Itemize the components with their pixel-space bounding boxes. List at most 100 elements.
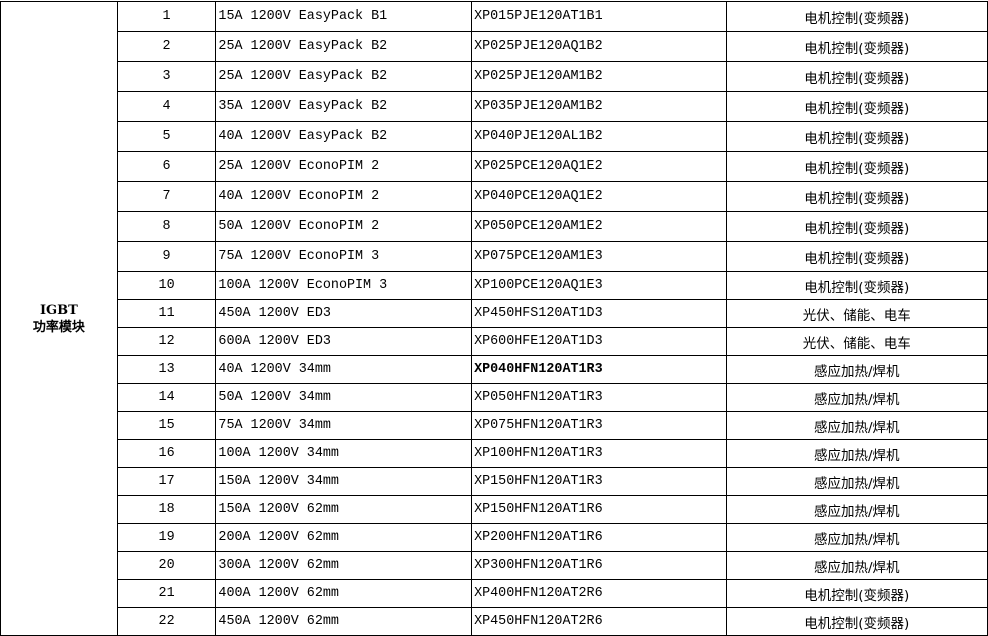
application-cell: 电机控制(变频器) xyxy=(725,211,988,242)
model-spec-cell: 25A 1200V EasyPack B2 xyxy=(215,31,473,62)
row-number-cell: 20 xyxy=(116,551,217,580)
part-number-cell: XP050HFN120AT1R3 xyxy=(471,383,727,412)
table-row: 3 25A 1200V EasyPack B2 XP025PJE120AM1B2 电机… xyxy=(1,61,988,92)
part-number-cell: XP100PCE120AQ1E3 xyxy=(471,271,727,300)
part-number-cell: XP150HFN120AT1R6 xyxy=(471,495,727,524)
application-cell: 电机控制(变频器) xyxy=(725,61,988,92)
row-number-cell: 2 xyxy=(116,31,217,62)
application-cell: 电机控制(变频器) xyxy=(725,241,988,272)
model-spec-cell: 25A 1200V EasyPack B2 xyxy=(215,61,473,92)
row-number-cell: 14 xyxy=(116,383,217,412)
part-number-cell: XP040PCE120AQ1E2 xyxy=(471,181,727,212)
application-cell: 感应加热/焊机 xyxy=(725,551,988,580)
category-line1: IGBT xyxy=(39,302,78,318)
row-number-cell: 15 xyxy=(116,411,217,440)
table-row: 17 150A 1200V 34mm XP150HFN120AT1R3 感应加热/焊机 xyxy=(1,467,988,496)
row-number-cell: 8 xyxy=(116,211,217,242)
part-number-cell: XP150HFN120AT1R3 xyxy=(471,467,727,496)
part-number-cell: XP075HFN120AT1R3 xyxy=(471,411,727,440)
table-row: 6 25A 1200V EconoPIM 2 XP025PCE120AQ1E2 电机控… xyxy=(1,151,988,182)
model-spec-cell: 600A 1200V ED3 xyxy=(215,327,473,356)
table-row: 12 600A 1200V ED3 XP600HFE120AT1D3 光伏、储能、电车 xyxy=(1,327,988,356)
application-cell: 电机控制(变频器) xyxy=(725,271,988,300)
table-row: 18 150A 1200V 62mm XP150HFN120AT1R6 感应加热/焊机 xyxy=(1,495,988,524)
table-row: 19 200A 1200V 62mm XP200HFN120AT1R6 感应加热/焊机 xyxy=(1,523,988,552)
application-cell: 电机控制(变频器) xyxy=(725,181,988,212)
application-cell: 电机控制(变频器) xyxy=(725,31,988,62)
row-number-cell: 6 xyxy=(116,151,217,182)
model-spec-cell: 150A 1200V 34mm xyxy=(215,467,473,496)
part-number-cell: XP400HFN120AT2R6 xyxy=(471,579,727,608)
application-cell: 电机控制(变频器) xyxy=(725,91,988,122)
application-cell: 光伏、储能、电车 xyxy=(725,327,988,356)
model-spec-cell: 400A 1200V 62mm xyxy=(215,579,473,608)
table-row: 11 450A 1200V ED3 XP450HFS120AT1D3 光伏、储能、电车 xyxy=(1,299,988,328)
model-spec-cell: 200A 1200V 62mm xyxy=(215,523,473,552)
model-spec-cell: 15A 1200V EasyPack B1 xyxy=(215,1,473,32)
table-row: 10 100A 1200V EconoPIM 3 XP100PCE120AQ1E3 电… xyxy=(1,271,988,300)
table-row: 13 40A 1200V 34mm XP040HFN120AT1R3 感应加热/焊机 xyxy=(1,355,988,384)
part-number-cell: XP075PCE120AM1E3 xyxy=(471,241,727,272)
table-row: 14 50A 1200V 34mm XP050HFN120AT1R3 感应加热/焊机 xyxy=(1,383,988,412)
row-number-cell: 1 xyxy=(116,1,217,32)
category-line2: 功率模块 xyxy=(32,319,85,335)
model-spec-cell: 100A 1200V 34mm xyxy=(215,439,473,468)
application-cell: 感应加热/焊机 xyxy=(725,383,988,412)
model-spec-cell: 300A 1200V 62mm xyxy=(215,551,473,580)
application-cell: 感应加热/焊机 xyxy=(725,411,988,440)
row-number-cell: 11 xyxy=(116,299,217,328)
part-number-cell: XP040PJE120AL1B2 xyxy=(471,121,727,152)
application-cell: 感应加热/焊机 xyxy=(725,355,988,384)
part-number-cell: XP025PCE120AQ1E2 xyxy=(471,151,727,182)
application-cell: 感应加热/焊机 xyxy=(725,495,988,524)
model-spec-cell: 75A 1200V 34mm xyxy=(215,411,473,440)
model-spec-cell: 450A 1200V 62mm xyxy=(215,607,473,636)
model-spec-cell: 40A 1200V EconoPIM 2 xyxy=(215,181,473,212)
row-number-cell: 19 xyxy=(116,523,217,552)
row-number-cell: 16 xyxy=(116,439,217,468)
table-row: 15 75A 1200V 34mm XP075HFN120AT1R3 感应加热/焊机 xyxy=(1,411,988,440)
part-number-cell: XP050PCE120AM1E2 xyxy=(471,211,727,242)
table-row: 7 40A 1200V EconoPIM 2 XP040PCE120AQ1E2 电机控… xyxy=(1,181,988,212)
table-row: 8 50A 1200V EconoPIM 2 XP050PCE120AM1E2 电机控… xyxy=(1,211,988,242)
model-spec-cell: 25A 1200V EconoPIM 2 xyxy=(215,151,473,182)
model-spec-cell: 40A 1200V EasyPack B2 xyxy=(215,121,473,152)
row-number-cell: 9 xyxy=(116,241,217,272)
row-number-cell: 3 xyxy=(116,61,217,92)
model-spec-cell: 450A 1200V ED3 xyxy=(215,299,473,328)
application-cell: 电机控制(变频器) xyxy=(725,121,988,152)
part-number-cell: XP200HFN120AT1R6 xyxy=(471,523,727,552)
row-number-cell: 7 xyxy=(116,181,217,212)
table-row: 20 300A 1200V 62mm XP300HFN120AT1R6 感应加热/焊机 xyxy=(1,551,988,580)
part-number-cell: XP100HFN120AT1R3 xyxy=(471,439,727,468)
table-row: 22 450A 1200V 62mm XP450HFN120AT2R6 电机控制(变频… xyxy=(1,607,988,636)
table-row: 9 75A 1200V EconoPIM 3 XP075PCE120AM1E3 电机控… xyxy=(1,241,988,272)
part-number-cell: XP035PJE120AM1B2 xyxy=(471,91,727,122)
table-row: 21 400A 1200V 62mm XP400HFN120AT2R6 电机控制(变频… xyxy=(1,579,988,608)
model-spec-cell: 75A 1200V EconoPIM 3 xyxy=(215,241,473,272)
model-spec-cell: 50A 1200V EconoPIM 2 xyxy=(215,211,473,242)
model-spec-cell: 35A 1200V EasyPack B2 xyxy=(215,91,473,122)
part-number-cell: XP040HFN120AT1R3 xyxy=(471,355,727,384)
model-spec-cell: 100A 1200V EconoPIM 3 xyxy=(215,271,473,300)
row-number-cell: 21 xyxy=(116,579,217,608)
row-number-cell: 10 xyxy=(116,271,217,300)
model-spec-cell: 40A 1200V 34mm xyxy=(215,355,473,384)
row-number-cell: 4 xyxy=(116,91,217,122)
application-cell: 感应加热/焊机 xyxy=(725,523,988,552)
row-number-cell: 5 xyxy=(116,121,217,152)
row-number-cell: 12 xyxy=(116,327,217,356)
row-number-cell: 22 xyxy=(116,607,217,636)
row-number-cell: 17 xyxy=(116,467,217,496)
part-number-cell: XP300HFN120AT1R6 xyxy=(471,551,727,580)
part-number-cell: XP025PJE120AQ1B2 xyxy=(471,31,727,62)
application-cell: 感应加热/焊机 xyxy=(725,467,988,496)
model-spec-cell: 150A 1200V 62mm xyxy=(215,495,473,524)
application-cell: 电机控制(变频器) xyxy=(725,579,988,608)
application-cell: 电机控制(变频器) xyxy=(725,1,988,32)
table-row: 16 100A 1200V 34mm XP100HFN120AT1R3 感应加热/焊机 xyxy=(1,439,988,468)
row-number-cell: 13 xyxy=(116,355,217,384)
part-number-cell: XP450HFS120AT1D3 xyxy=(471,299,727,328)
